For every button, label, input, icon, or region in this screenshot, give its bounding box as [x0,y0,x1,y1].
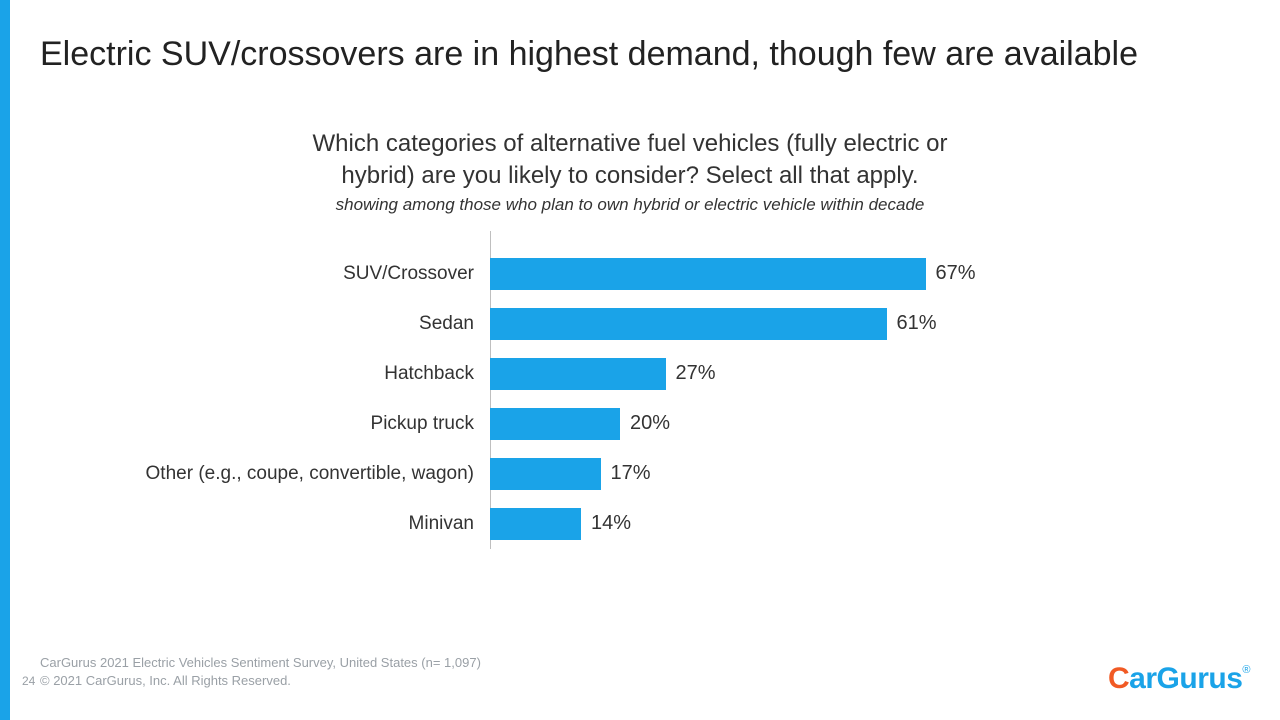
question-block: Which categories of alternative fuel veh… [100,128,1160,215]
logo-c: C [1108,662,1129,696]
bar-row: SUV/Crossover 67% [100,249,1160,299]
bar-track: 14% [490,499,1140,549]
logo-rest: arGurus [1129,662,1242,695]
bar-value: 14% [591,512,631,535]
bar-fill [490,458,601,490]
bar-track: 20% [490,399,1140,449]
bar-value: 67% [936,262,976,285]
bar-row: Hatchback 27% [100,349,1160,399]
page-number: 24 [22,674,35,688]
bar-row: Sedan 61% [100,299,1160,349]
logo-reg: ® [1242,664,1250,676]
bar-track: 61% [490,299,1140,349]
bar-track: 27% [490,349,1140,399]
left-accent-bar [0,0,10,720]
bar-label: Other (e.g., coupe, convertible, wagon) [100,463,490,485]
bar-fill [490,258,926,290]
cargurus-logo: CarGurus® [1108,662,1250,696]
bar-value: 27% [676,362,716,385]
bar-value: 20% [630,412,670,435]
question-sub: showing among those who plan to own hybr… [100,195,1160,215]
page-title: Electric SUV/crossovers are in highest d… [40,34,1240,75]
bar-label: Sedan [100,313,490,335]
bar-label: Pickup truck [100,413,490,435]
question-line1: Which categories of alternative fuel veh… [100,128,1160,160]
bar-value: 17% [611,462,651,485]
bar-fill [490,408,620,440]
bar-row: Other (e.g., coupe, convertible, wagon) 1… [100,449,1160,499]
bar-chart: SUV/Crossover 67% Sedan 61% Hatchback 27% Pick… [100,243,1160,549]
chart-area: Which categories of alternative fuel veh… [100,128,1160,549]
bar-fill [490,308,887,340]
footer-block: CarGurus 2021 Electric Vehicles Sentimen… [40,654,481,690]
bar-track: 67% [490,249,1140,299]
bar-label: SUV/Crossover [100,263,490,285]
bar-label: Hatchback [100,363,490,385]
bar-track: 17% [490,449,1140,499]
question-line2: hybrid) are you likely to consider? Sele… [100,160,1160,192]
footer-copyright: © 2021 CarGurus, Inc. All Rights Reserve… [40,672,481,690]
bar-label: Minivan [100,513,490,535]
bar-row: Minivan 14% [100,499,1160,549]
bar-value: 61% [897,312,937,335]
footer-source: CarGurus 2021 Electric Vehicles Sentimen… [40,654,481,672]
bar-row: Pickup truck 20% [100,399,1160,449]
bar-fill [490,508,581,540]
bar-fill [490,358,666,390]
axis-tick [490,243,491,257]
